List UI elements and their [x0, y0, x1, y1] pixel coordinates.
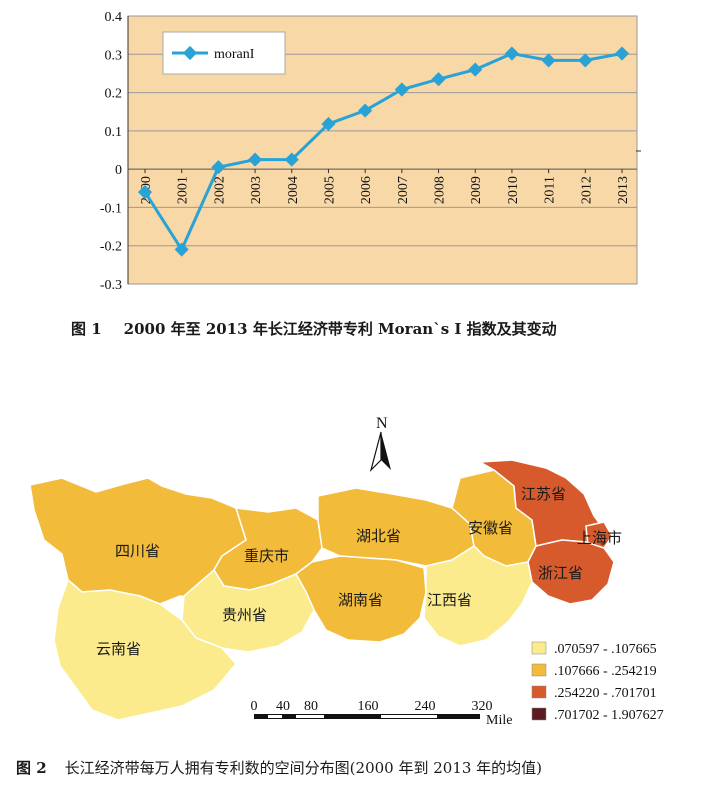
- legend-swatch: [531, 685, 547, 699]
- province-label: 云南省: [96, 640, 141, 658]
- province-label: 江西省: [427, 591, 472, 609]
- north-label: N: [376, 415, 388, 432]
- y-tick-label: -0.3: [100, 278, 122, 293]
- x-tick-label: 2012: [579, 176, 594, 204]
- data-point: [248, 152, 263, 167]
- map-legend: .070597 - .107665 .107666 - .254219 .25422…: [531, 641, 664, 723]
- x-axis-ticks: 2000200120022003200420052006200720082009…: [139, 169, 631, 204]
- x-tick-label: 2002: [212, 176, 227, 204]
- data-point: [358, 103, 373, 118]
- scale-tick-label: 40: [276, 699, 290, 714]
- scale-tick-label: 0: [251, 699, 258, 714]
- x-tick-label: 2008: [433, 176, 448, 204]
- data-point: [431, 72, 446, 87]
- north-arrow-right: [381, 432, 391, 470]
- x-tick-label: 2001: [176, 176, 191, 204]
- x-tick-label: 2005: [322, 176, 337, 204]
- chart-legend: moranI: [162, 31, 286, 75]
- scale-bar-segment: [268, 715, 282, 718]
- y-tick-label: 0.4: [105, 10, 123, 25]
- figure2-caption-text: 长江经济带每万人拥有专利数的空间分布图(2000 年到 2013 年的均值): [64, 759, 543, 777]
- province-label: 湖南省: [338, 591, 383, 609]
- north-arrow: N: [369, 415, 391, 472]
- legend-swatch: [531, 641, 547, 655]
- legend-range-label: .070597 - .107665: [554, 642, 657, 657]
- province-label: 湖北省: [356, 527, 401, 545]
- y-tick-label: -0.2: [100, 240, 122, 255]
- province-label: 江苏省: [521, 485, 566, 503]
- legend-range-label: .701702 - 1.907627: [554, 708, 664, 723]
- scale-bar-track: [254, 714, 480, 719]
- x-tick-label: 2007: [396, 176, 411, 204]
- x-tick-label: 2009: [469, 176, 484, 204]
- y-tick-label: 0: [115, 163, 122, 178]
- y-axis-ticks: 0.4 0.3 0.2 0.1 0 -0.1 -0.2 -0.3: [100, 10, 122, 293]
- data-point: [137, 185, 153, 200]
- y-tick-label: 0.2: [105, 87, 123, 102]
- data-point: [211, 160, 226, 175]
- province-yunnan: [53, 578, 237, 721]
- north-arrow-left: [369, 431, 382, 472]
- y-tick-label: -0.1: [100, 201, 122, 216]
- data-point: [321, 116, 336, 132]
- figure1-caption-text: 2000 年至 2013 年长江经济带专利 Moran`s I 指数及其变动: [123, 320, 557, 338]
- scale-bar: 0 40 80 160 240 320 Mile: [251, 699, 513, 728]
- legend-label: moranI: [214, 47, 255, 62]
- province-label: 安徽省: [468, 519, 513, 537]
- data-point: [614, 46, 630, 61]
- x-tick-label: 2013: [616, 176, 631, 204]
- province-label: 上海市: [577, 529, 622, 547]
- legend-range-label: .254220 - .701701: [554, 686, 657, 701]
- x-tick-label: 2006: [359, 176, 374, 204]
- data-point: [541, 53, 556, 68]
- figure1-caption: 图 1 2000 年至 2013 年长江经济带专利 Moran`s I 指数及其变…: [71, 318, 557, 339]
- legend-swatch: [531, 663, 547, 677]
- moran-series: [137, 46, 630, 257]
- moran-line-chart: 0.40.30.20.10-0.1-0.2-0.3 20002001200220…: [100, 10, 641, 293]
- figure2-caption: 图 2 长江经济带每万人拥有专利数的空间分布图(2000 年到 2013 年的均值…: [16, 757, 542, 778]
- x-tick-label: 2011: [543, 176, 558, 203]
- province-zhejiang: [527, 539, 615, 605]
- scale-bar-segment: [296, 715, 324, 718]
- province-hunan: [295, 555, 427, 643]
- scale-tick-label: 320: [472, 699, 493, 714]
- data-point: [394, 82, 409, 97]
- scale-bar-segment: [381, 715, 437, 718]
- figure2-number: 图 2: [16, 759, 47, 777]
- x-tick-label: 2004: [286, 176, 301, 204]
- scale-tick-label: 160: [358, 699, 379, 714]
- legend-swatch: [531, 707, 547, 721]
- province-label: 重庆市: [244, 547, 289, 565]
- province-label: 贵州省: [222, 606, 267, 624]
- province-label: 浙江省: [538, 564, 583, 582]
- scale-tick-label: 80: [304, 699, 318, 714]
- scale-tick-label: 240: [415, 699, 436, 714]
- scale-unit: Mile: [486, 713, 512, 728]
- province-jiangxi: [423, 545, 533, 647]
- data-point: [578, 53, 593, 68]
- data-point: [284, 152, 299, 167]
- data-point: [468, 62, 483, 77]
- y-tick-label: 0.1: [105, 125, 123, 140]
- scale-tick-labels: 0 40 80 160 240 320: [251, 699, 493, 714]
- x-tick-label: 2010: [506, 176, 521, 204]
- x-tick-label: 2003: [249, 176, 264, 204]
- figure1-number: 图 1: [71, 320, 102, 338]
- series-line: [143, 51, 623, 253]
- y-tick-label: 0.3: [105, 48, 123, 63]
- province-label: 四川省: [115, 542, 160, 560]
- data-point: [174, 242, 189, 257]
- legend-range-label: .107666 - .254219: [554, 664, 657, 679]
